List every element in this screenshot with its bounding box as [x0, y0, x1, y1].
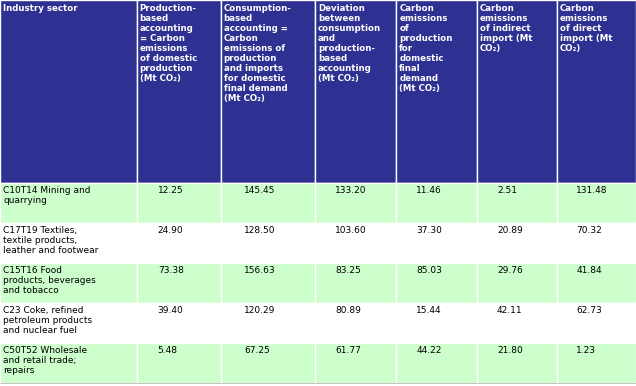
- Bar: [315, 343, 396, 383]
- Text: 12.25: 12.25: [158, 186, 183, 195]
- Bar: [396, 263, 477, 303]
- Text: 70.32: 70.32: [576, 226, 602, 235]
- Bar: [221, 0, 315, 183]
- Text: C15T16 Food
products, beverages
and tobacco: C15T16 Food products, beverages and toba…: [3, 266, 96, 295]
- Bar: [137, 343, 221, 383]
- Text: 131.48: 131.48: [576, 186, 608, 195]
- Bar: [137, 223, 221, 263]
- Bar: [0, 303, 137, 343]
- Text: 29.76: 29.76: [497, 266, 523, 275]
- Text: 73.38: 73.38: [158, 266, 184, 275]
- Text: Carbon
emissions
of
production
for
domestic
final
demand
(Mt CO₂): Carbon emissions of production for domes…: [399, 4, 453, 93]
- Text: 128.50: 128.50: [244, 226, 276, 235]
- Bar: [0, 223, 137, 263]
- Bar: [315, 0, 396, 183]
- Text: 1.23: 1.23: [576, 346, 597, 355]
- Bar: [556, 223, 636, 263]
- Bar: [221, 303, 315, 343]
- Bar: [137, 263, 221, 303]
- Bar: [477, 263, 556, 303]
- Bar: [556, 0, 636, 183]
- Text: 39.40: 39.40: [158, 306, 183, 315]
- Bar: [556, 303, 636, 343]
- Text: 156.63: 156.63: [244, 266, 276, 275]
- Text: 5.48: 5.48: [158, 346, 177, 355]
- Text: 61.77: 61.77: [335, 346, 361, 355]
- Text: 20.89: 20.89: [497, 226, 523, 235]
- Bar: [221, 263, 315, 303]
- Text: 62.73: 62.73: [576, 306, 602, 315]
- Bar: [221, 183, 315, 223]
- Text: 85.03: 85.03: [417, 266, 442, 275]
- Text: Industry sector: Industry sector: [3, 4, 78, 13]
- Text: 145.45: 145.45: [244, 186, 275, 195]
- Text: 120.29: 120.29: [244, 306, 275, 315]
- Bar: [221, 223, 315, 263]
- Bar: [137, 183, 221, 223]
- Text: 42.11: 42.11: [497, 306, 523, 315]
- Bar: [315, 223, 396, 263]
- Text: 21.80: 21.80: [497, 346, 523, 355]
- Text: C23 Coke, refined
petroleum products
and nuclear fuel: C23 Coke, refined petroleum products and…: [3, 306, 92, 335]
- Text: C17T19 Textiles,
textile products,
leather and footwear: C17T19 Textiles, textile products, leath…: [3, 226, 99, 255]
- Text: 103.60: 103.60: [335, 226, 367, 235]
- Text: 37.30: 37.30: [417, 226, 442, 235]
- Bar: [221, 343, 315, 383]
- Bar: [477, 0, 556, 183]
- Bar: [315, 263, 396, 303]
- Bar: [0, 0, 137, 183]
- Bar: [0, 343, 137, 383]
- Bar: [477, 223, 556, 263]
- Text: Consumption-
based
accounting =
Carbon
emissions of
production
and imports
for d: Consumption- based accounting = Carbon e…: [224, 4, 291, 103]
- Text: 80.89: 80.89: [335, 306, 361, 315]
- Text: C10T14 Mining and
quarrying: C10T14 Mining and quarrying: [3, 186, 90, 205]
- Bar: [477, 183, 556, 223]
- Text: Deviation
between
consumption
and
production-
based
accounting
(Mt CO₂): Deviation between consumption and produc…: [318, 4, 381, 83]
- Bar: [315, 303, 396, 343]
- Text: 67.25: 67.25: [244, 346, 270, 355]
- Text: 24.90: 24.90: [158, 226, 183, 235]
- Bar: [315, 183, 396, 223]
- Bar: [396, 183, 477, 223]
- Bar: [556, 183, 636, 223]
- Text: Carbon
emissions
of direct
import (Mt
CO₂): Carbon emissions of direct import (Mt CO…: [560, 4, 612, 53]
- Bar: [137, 303, 221, 343]
- Text: 2.51: 2.51: [497, 186, 517, 195]
- Bar: [556, 263, 636, 303]
- Bar: [477, 343, 556, 383]
- Bar: [0, 263, 137, 303]
- Text: 44.22: 44.22: [417, 346, 442, 355]
- Text: 41.84: 41.84: [576, 266, 602, 275]
- Text: 15.44: 15.44: [417, 306, 442, 315]
- Bar: [396, 223, 477, 263]
- Text: 83.25: 83.25: [335, 266, 361, 275]
- Text: 133.20: 133.20: [335, 186, 367, 195]
- Bar: [556, 343, 636, 383]
- Text: Carbon
emissions
of indirect
import (Mt
CO₂): Carbon emissions of indirect import (Mt …: [480, 4, 532, 53]
- Bar: [396, 0, 477, 183]
- Text: Production-
based
accounting
= Carbon
emissions
of domestic
production
(Mt CO₂): Production- based accounting = Carbon em…: [140, 4, 197, 83]
- Bar: [396, 303, 477, 343]
- Bar: [0, 183, 137, 223]
- Bar: [396, 343, 477, 383]
- Bar: [137, 0, 221, 183]
- Text: 11.46: 11.46: [417, 186, 442, 195]
- Bar: [477, 303, 556, 343]
- Text: C50T52 Wholesale
and retail trade;
repairs: C50T52 Wholesale and retail trade; repai…: [3, 346, 87, 375]
